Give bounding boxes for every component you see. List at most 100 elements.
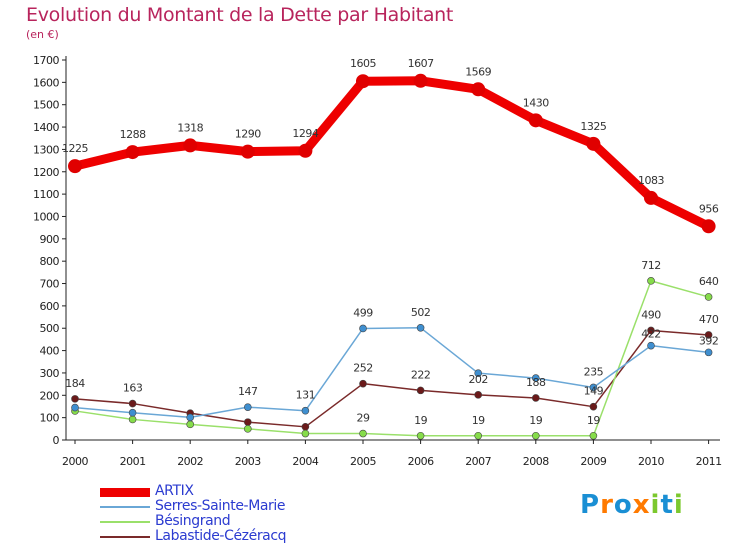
y-tick-label: 0 (53, 434, 60, 447)
data-label: 188 (526, 376, 546, 389)
data-label: 149 (584, 385, 604, 398)
data-label: 131 (296, 389, 316, 402)
y-tick-label: 400 (40, 345, 60, 358)
data-point (413, 73, 428, 88)
data-label: 1569 (465, 65, 491, 78)
data-point (589, 431, 598, 440)
data-point (186, 413, 194, 422)
data-label: 19 (472, 414, 485, 427)
logo-letter: i (673, 490, 684, 520)
y-tick-label: 1000 (33, 210, 59, 223)
data-point (531, 374, 540, 382)
data-label: 1294 (292, 127, 318, 140)
data-label: 235 (584, 365, 604, 378)
data-label: 956 (699, 202, 719, 215)
y-tick-label: 100 (40, 412, 60, 425)
data-point (531, 431, 540, 440)
data-label: 19 (529, 414, 542, 427)
y-tick-label: 1400 (33, 121, 59, 134)
data-point (416, 386, 425, 395)
data-label: 184 (65, 377, 85, 390)
data-point (474, 369, 483, 377)
data-point (586, 136, 601, 151)
y-tick-label: 1500 (33, 99, 59, 112)
x-tick-label: 2006 (408, 455, 434, 468)
y-tick-label: 200 (40, 389, 60, 402)
data-label: 499 (353, 306, 373, 319)
data-point (240, 144, 255, 159)
data-point (356, 74, 370, 89)
y-tick-label: 700 (40, 278, 60, 291)
data-label: 163 (123, 382, 143, 395)
data-label: 29 (357, 412, 370, 425)
data-label: 147 (238, 385, 258, 398)
y-tick-label: 600 (40, 300, 60, 313)
x-tick-label: 2001 (120, 455, 146, 468)
x-tick-label: 2009 (580, 455, 606, 468)
x-tick-label: 2011 (696, 455, 722, 468)
chart-axes: 0 100 200 300 400 500 600 700 800 900 1000 1100 1200… (33, 54, 722, 468)
chart-subtitle: (en €) (26, 28, 59, 41)
series-lines (70, 76, 714, 437)
data-point (298, 143, 313, 158)
data-label: 1605 (350, 57, 376, 70)
data-point (301, 429, 310, 438)
data-label: 490 (641, 308, 661, 321)
data-label: 392 (699, 334, 719, 347)
proxiti-logo: Proxiti (580, 490, 684, 520)
logo-letter: r (600, 490, 614, 520)
legend-swatch (100, 487, 150, 497)
data-point (704, 293, 713, 301)
data-point (244, 425, 252, 433)
data-point (474, 431, 483, 440)
logo-letter: o (613, 490, 633, 520)
series-line-0 (70, 76, 714, 231)
data-point (474, 391, 483, 399)
y-tick-label: 1300 (33, 143, 59, 156)
chart-title: Evolution du Montant de la Dette par Hab… (26, 4, 454, 26)
legend-label: ARTIX (155, 483, 194, 499)
y-tick-label: 1200 (33, 166, 59, 179)
logo-letter: x (632, 490, 651, 520)
data-point (704, 331, 713, 339)
data-label: 1430 (523, 96, 549, 109)
data-point (647, 341, 655, 350)
data-point (71, 395, 79, 403)
data-point (71, 403, 79, 412)
x-tick-label: 2004 (292, 455, 318, 468)
y-tick-label: 900 (40, 233, 60, 246)
data-point (128, 399, 137, 408)
data-label: 712 (641, 259, 661, 272)
data-label: 1225 (62, 142, 88, 155)
data-label: 470 (699, 313, 719, 326)
data-point (589, 383, 598, 392)
data-point (647, 326, 655, 335)
data-point (701, 219, 716, 234)
data-point (186, 420, 194, 429)
data-point (301, 423, 310, 431)
x-tick-label: 2005 (350, 455, 376, 468)
data-point (125, 145, 140, 160)
data-point (244, 403, 252, 411)
data-label: 1290 (235, 128, 261, 141)
data-point (244, 418, 252, 426)
data-point (68, 159, 82, 174)
data-point (416, 431, 425, 440)
logo-letter: P (580, 490, 601, 520)
data-label: 222 (411, 368, 431, 381)
legend-swatch (100, 521, 150, 523)
data-label: 19 (414, 414, 427, 427)
data-point (647, 277, 655, 285)
x-tick-label: 2008 (523, 455, 549, 468)
data-labels: 1225 1288 1318 1290 1294 1605 1607 1569 1430 1325… (62, 57, 719, 427)
data-label: 19 (587, 414, 600, 427)
x-tick-label: 2000 (62, 455, 88, 468)
y-tick-label: 1600 (33, 76, 59, 89)
data-label: 640 (699, 275, 719, 288)
data-point (589, 402, 598, 411)
data-point (704, 348, 713, 357)
data-label: 1607 (408, 57, 434, 70)
x-tick-label: 2007 (465, 455, 491, 468)
data-point (128, 408, 137, 417)
y-tick-label: 300 (40, 367, 60, 380)
